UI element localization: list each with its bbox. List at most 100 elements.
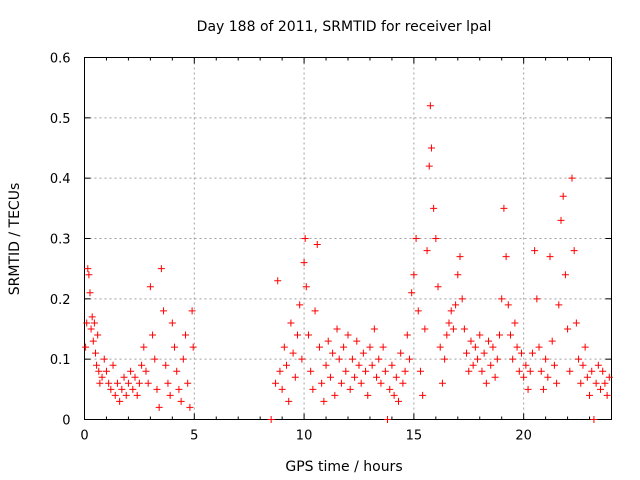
data-point	[390, 391, 398, 399]
data-point	[168, 319, 176, 327]
data-point	[337, 379, 345, 387]
data-point	[162, 361, 170, 369]
data-point	[87, 325, 95, 333]
data-point	[474, 355, 482, 363]
data-point	[485, 337, 493, 345]
data-point	[566, 367, 574, 375]
data-point	[173, 367, 181, 375]
data-point	[531, 247, 539, 255]
data-point	[456, 253, 464, 261]
data-point	[597, 385, 605, 393]
data-point	[95, 367, 103, 375]
data-point	[94, 331, 102, 339]
data-point	[346, 385, 354, 393]
data-point	[83, 319, 91, 327]
data-point	[590, 416, 598, 423]
data-point	[291, 373, 299, 381]
data-point	[287, 319, 295, 327]
data-point	[135, 379, 143, 387]
data-point	[353, 337, 361, 345]
data-point	[351, 373, 359, 381]
data-point	[90, 319, 98, 327]
data-point	[296, 301, 304, 309]
data-point	[340, 343, 348, 351]
data-point	[155, 403, 163, 411]
data-point	[438, 379, 446, 387]
data-point	[129, 385, 137, 393]
data-point	[592, 379, 600, 387]
data-point	[489, 343, 497, 351]
data-point	[381, 367, 389, 375]
data-point	[331, 391, 339, 399]
data-point	[594, 361, 602, 369]
data-point	[603, 391, 611, 399]
data-point	[575, 355, 583, 363]
data-point	[570, 247, 578, 255]
x-tick-label: 5	[190, 429, 198, 444]
chart-title: Day 188 of 2011, SRMTID for receiver lpa…	[197, 19, 492, 35]
data-point	[373, 373, 381, 381]
data-point	[179, 355, 187, 363]
data-point	[116, 397, 124, 405]
data-point	[522, 361, 530, 369]
data-point	[100, 355, 108, 363]
data-point	[364, 391, 372, 399]
data-points	[82, 102, 613, 423]
data-point	[471, 343, 479, 351]
data-point	[537, 367, 545, 375]
data-point	[164, 379, 172, 387]
data-point	[392, 373, 400, 381]
data-point	[86, 289, 94, 297]
x-tick-label: 20	[515, 429, 532, 444]
data-point	[454, 271, 462, 279]
data-point	[535, 343, 543, 351]
data-point	[520, 373, 528, 381]
data-point	[184, 379, 192, 387]
data-point	[311, 307, 319, 315]
data-point	[98, 373, 106, 381]
data-point	[500, 204, 508, 212]
data-point	[482, 379, 490, 387]
data-point	[430, 204, 438, 212]
data-point	[555, 301, 563, 309]
data-point	[182, 331, 190, 339]
data-point	[416, 367, 424, 375]
data-point	[144, 379, 152, 387]
data-point	[504, 301, 512, 309]
data-point	[348, 355, 356, 363]
data-point	[553, 379, 561, 387]
data-point	[96, 379, 104, 387]
data-point	[421, 325, 429, 333]
data-point	[357, 379, 365, 387]
data-point	[131, 373, 139, 381]
data-point	[320, 397, 328, 405]
data-point	[309, 385, 317, 393]
data-point	[375, 355, 383, 363]
data-point	[388, 361, 396, 369]
data-point	[533, 295, 541, 303]
data-point	[491, 373, 499, 381]
data-point	[84, 265, 92, 273]
data-point	[188, 307, 196, 315]
data-point	[410, 271, 418, 279]
data-point	[370, 325, 378, 333]
data-point	[386, 385, 394, 393]
data-point	[557, 216, 565, 224]
x-tick-label: 10	[296, 429, 313, 444]
data-point	[107, 385, 115, 393]
data-point	[548, 337, 556, 345]
data-point	[528, 349, 536, 357]
data-point	[93, 361, 101, 369]
data-point	[175, 385, 183, 393]
data-point	[267, 416, 275, 423]
data-point	[425, 162, 433, 170]
data-point	[544, 373, 552, 381]
y-tick-label: 0.2	[50, 293, 71, 308]
data-point	[124, 379, 132, 387]
data-point	[401, 367, 409, 375]
data-point	[149, 331, 157, 339]
data-point	[460, 325, 468, 333]
data-point	[177, 397, 185, 405]
data-point	[434, 283, 442, 291]
data-point	[289, 349, 297, 357]
